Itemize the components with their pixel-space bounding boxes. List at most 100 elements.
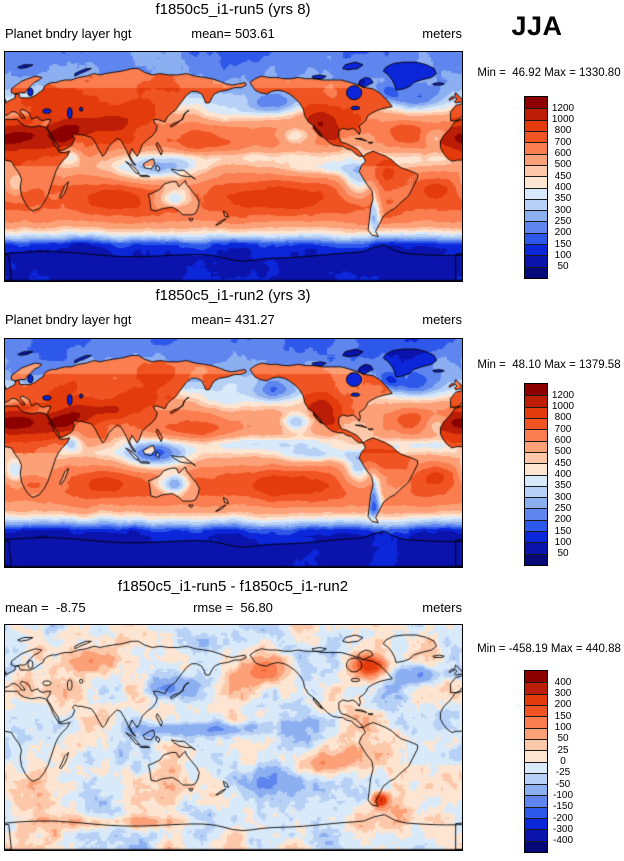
colorbar-tick-label: 1000 bbox=[551, 114, 575, 126]
colorbar-cell bbox=[525, 682, 547, 694]
colorbar-cell bbox=[525, 440, 547, 452]
colorbar-tick-label: 350 bbox=[554, 193, 572, 205]
colorbar-cell bbox=[525, 176, 547, 188]
colorbar-tick-label: 50 bbox=[557, 548, 569, 560]
colorbar-tick-label: 400 bbox=[554, 676, 572, 688]
colorbar-cell bbox=[525, 266, 547, 278]
colorbar-cell bbox=[525, 417, 547, 430]
colorbar-tick-label: 100 bbox=[554, 722, 572, 734]
panel2-map bbox=[4, 338, 463, 568]
panel1-mean-label: mean= 503.61 bbox=[191, 26, 275, 41]
colorbar-cell bbox=[525, 463, 547, 475]
colorbar-tick-label: 25 bbox=[557, 744, 569, 756]
panel1-map bbox=[4, 51, 463, 282]
colorbar-tick-label: 300 bbox=[554, 204, 572, 216]
colorbar-tick-label: 300 bbox=[554, 688, 572, 700]
colorbar-cell bbox=[525, 198, 547, 211]
panel3-mean-label: mean = -8.75 bbox=[5, 600, 86, 615]
colorbar-tick-label: 800 bbox=[554, 412, 572, 424]
colorbar-cell bbox=[525, 384, 547, 396]
colorbar-cell bbox=[525, 693, 547, 705]
colorbar-cell bbox=[525, 474, 547, 486]
colorbar-cell bbox=[525, 553, 547, 565]
colorbar-cell bbox=[525, 671, 547, 683]
colorbar-tick-label: -50 bbox=[555, 778, 571, 790]
colorbar-tick-label: 400 bbox=[554, 469, 572, 480]
colorbar-cell bbox=[525, 406, 547, 418]
colorbar-cell bbox=[525, 244, 547, 256]
colorbar-tick-label: -100 bbox=[552, 789, 573, 801]
panel2-mean-label: mean= 431.27 bbox=[191, 312, 275, 327]
colorbar-tick-label: 100 bbox=[554, 249, 572, 261]
colorbar-cell bbox=[525, 806, 547, 819]
colorbar-cell bbox=[525, 508, 547, 520]
colorbar-cell bbox=[525, 187, 547, 199]
colorbar-cell bbox=[525, 97, 547, 109]
colorbar-cell bbox=[525, 221, 547, 233]
panel3-colorbar: 400 300 200 150 100 50 25 0 -25 -50 -100 -150 -200 -3… bbox=[524, 670, 573, 853]
colorbar-cell bbox=[525, 164, 547, 177]
panel3-rmse-label: rmse = 56.80 bbox=[193, 600, 273, 615]
panel1-header-row: Planet bndry layer hgt mean= 503.61 mete… bbox=[4, 27, 462, 41]
colorbar-cell bbox=[525, 429, 547, 441]
colorbar-tick-label: -25 bbox=[555, 767, 571, 779]
colorbar-cell bbox=[525, 451, 547, 464]
colorbar-tick-label: 100 bbox=[554, 536, 572, 548]
panel1-units-label: meters bbox=[422, 26, 462, 41]
colorbar-tick-label: 500 bbox=[554, 446, 572, 458]
colorbar-tick-label: 600 bbox=[554, 148, 572, 160]
colorbar-cell bbox=[525, 485, 547, 498]
colorbar-tick-label: 50 bbox=[557, 261, 569, 273]
colorbar-cell bbox=[525, 210, 547, 222]
colorbar-tick-label: 200 bbox=[554, 699, 572, 711]
colorbar-cell bbox=[525, 818, 547, 830]
panel2-header-row: Planet bndry layer hgt mean= 431.27 mete… bbox=[4, 313, 462, 327]
panel2-variable-label: Planet bndry layer hgt bbox=[5, 312, 132, 327]
colorbar-cell bbox=[525, 142, 547, 154]
colorbar-tick-label: -400 bbox=[552, 835, 573, 847]
colorbar-tick-label: 50 bbox=[557, 733, 569, 745]
colorbar-tick-label: -200 bbox=[552, 812, 573, 824]
panel1-minmax: Min = 46.92 Max = 1330.80 bbox=[477, 67, 621, 79]
panel1-variable-label: Planet bndry layer hgt bbox=[5, 26, 132, 41]
panel1-title: f1850c5_i1-run5 (yrs 8) bbox=[155, 1, 311, 18]
colorbar-tick-label: 700 bbox=[554, 136, 572, 148]
colorbar-tick-label: 150 bbox=[554, 525, 572, 537]
panel2-colorbar: 1200 1000 800 700 600 500 450 400 350 300 250 200 15… bbox=[524, 383, 574, 566]
colorbar-cell bbox=[525, 750, 547, 762]
season-title: JJA bbox=[511, 11, 563, 41]
colorbar-tick-label: 700 bbox=[554, 423, 572, 435]
colorbar-cell bbox=[525, 840, 547, 852]
colorbar-tick-label: 800 bbox=[554, 125, 572, 137]
colorbar-tick-label: 600 bbox=[554, 435, 572, 447]
colorbar-cell bbox=[525, 738, 547, 751]
colorbar-cell bbox=[525, 119, 547, 131]
colorbar-tick-label: 250 bbox=[554, 215, 572, 227]
panel2-minmax: Min = 48.10 Max = 1379.58 bbox=[477, 359, 621, 371]
colorbar-cell bbox=[525, 130, 547, 143]
colorbar-tick-label: 0 bbox=[560, 756, 566, 767]
colorbar-cell bbox=[525, 761, 547, 773]
colorbar-tick-label: 350 bbox=[554, 480, 572, 492]
colorbar-cell bbox=[525, 108, 547, 120]
colorbar-cell bbox=[525, 519, 547, 532]
panel3-title: f1850c5_i1-run5 - f1850c5_i1-run2 bbox=[117, 578, 349, 595]
colorbar-tick-label: 150 bbox=[554, 710, 572, 722]
colorbar-tick-label: 200 bbox=[554, 514, 572, 526]
colorbar-cell bbox=[525, 497, 547, 509]
colorbar-cell bbox=[525, 704, 547, 717]
colorbar-tick-label: 500 bbox=[554, 159, 572, 171]
colorbar-cell bbox=[525, 153, 547, 165]
panel3-minmax: Min = -458.19 Max = 440.88 bbox=[477, 643, 621, 655]
panel3-units-label: meters bbox=[422, 600, 462, 615]
colorbar-tick-label: 450 bbox=[554, 170, 572, 182]
panel2-title: f1850c5_i1-run2 (yrs 3) bbox=[155, 287, 311, 304]
colorbar-cell bbox=[525, 784, 547, 796]
colorbar-cell bbox=[525, 542, 547, 554]
colorbar-cell bbox=[525, 772, 547, 785]
colorbar-tick-label: 250 bbox=[554, 502, 572, 514]
colorbar-tick-label: 1000 bbox=[551, 401, 575, 413]
colorbar-cell bbox=[525, 531, 547, 543]
colorbar-cell bbox=[525, 395, 547, 407]
colorbar-cell bbox=[525, 795, 547, 807]
